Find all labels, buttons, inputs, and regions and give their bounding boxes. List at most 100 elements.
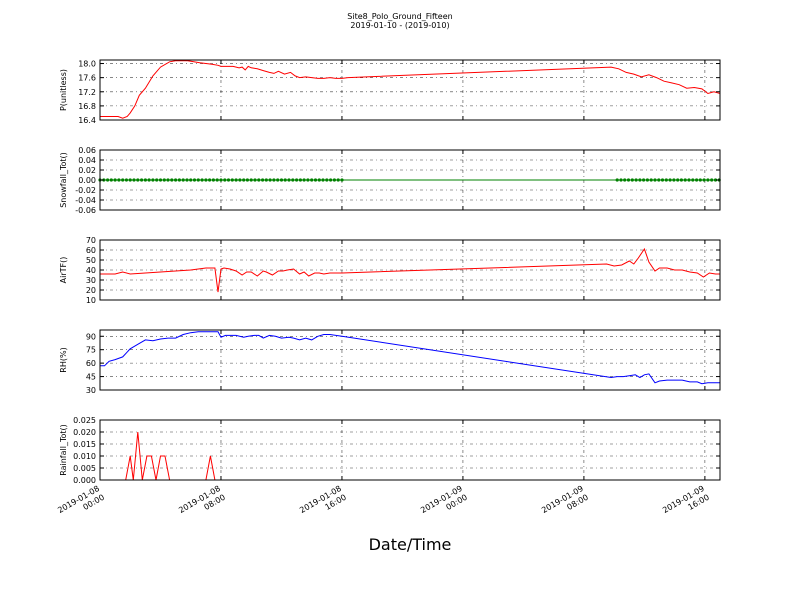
data-point-marker: [291, 178, 295, 182]
y-tick-label: 0.010: [73, 452, 96, 461]
data-point-marker: [672, 178, 676, 182]
data-point-marker: [181, 178, 185, 182]
data-point-marker: [192, 178, 197, 182]
y-tick-label: 0.00: [78, 176, 96, 185]
data-point-marker: [657, 178, 661, 182]
y-tick-label: 75: [86, 346, 96, 355]
data-point-marker: [211, 178, 215, 182]
data-point-marker: [710, 178, 714, 182]
data-point-marker: [653, 178, 657, 182]
series-markers: [98, 178, 721, 182]
data-point-marker: [109, 178, 113, 182]
data-point-marker: [630, 178, 634, 182]
y-tick-label: 0.000: [73, 476, 96, 485]
y-tick-label: 40: [86, 266, 96, 275]
data-point-marker: [668, 178, 672, 182]
data-point-marker: [158, 178, 163, 182]
y-axis-label: P(unitless): [59, 69, 68, 111]
y-tick-label: 30: [86, 386, 96, 395]
data-point-marker: [121, 178, 125, 182]
y-tick-label: 50: [86, 256, 96, 265]
data-point-marker: [253, 178, 257, 182]
data-point-marker: [219, 178, 223, 182]
data-point-marker: [234, 178, 238, 182]
data-point-marker: [113, 178, 117, 182]
data-point-marker: [660, 178, 665, 182]
data-point-marker: [132, 178, 136, 182]
data-point-marker: [196, 178, 200, 182]
data-point-marker: [261, 178, 265, 182]
data-point-marker: [189, 178, 193, 182]
y-tick-label: 17.2: [78, 88, 96, 97]
panel-frame: [99, 419, 721, 481]
data-point-marker: [272, 178, 276, 182]
data-point-marker: [642, 178, 646, 182]
y-tick-label: 0.02: [78, 166, 96, 175]
panel-frame: [99, 329, 721, 391]
y-tick-label: -0.06: [75, 206, 96, 215]
y-tick-label: 0.015: [73, 440, 96, 449]
data-point-marker: [638, 178, 642, 182]
data-point-marker: [215, 178, 219, 182]
data-point-marker: [283, 178, 287, 182]
y-axis-label: AirTF(): [59, 257, 68, 284]
x-tick-label: 2019-01-0816:00: [298, 484, 348, 524]
data-point-marker: [185, 178, 189, 182]
y-tick-label: 60: [86, 246, 96, 255]
data-point-marker: [140, 178, 144, 182]
data-point-marker: [204, 178, 208, 182]
y-tick-label: 0.04: [78, 156, 96, 165]
y-tick-label: 20: [86, 286, 96, 295]
data-point-marker: [340, 178, 344, 182]
data-point-marker: [162, 178, 166, 182]
data-point-marker: [695, 178, 699, 182]
data-point-marker: [151, 178, 155, 182]
data-point-marker: [155, 178, 159, 182]
data-point-marker: [321, 178, 325, 182]
panel-4: 90 75 60 45 30 RH(%): [59, 329, 721, 395]
y-tick-label: -0.02: [75, 186, 96, 195]
y-tick-label: 10: [86, 296, 96, 305]
series-line: [100, 431, 720, 481]
data-point-marker: [143, 178, 147, 182]
y-tick-label: 18.0: [78, 60, 96, 69]
data-point-marker: [687, 178, 691, 182]
data-point-marker: [623, 178, 627, 182]
data-point-marker: [306, 178, 310, 182]
data-point-marker: [223, 178, 227, 182]
data-point-marker: [702, 178, 706, 182]
x-tick-label: 2019-01-0808:00: [177, 484, 227, 524]
data-point-marker: [626, 178, 631, 182]
y-tick-label: 30: [86, 276, 96, 285]
data-point-marker: [264, 178, 268, 182]
panel-1: 18.0 17.6 17.2 16.8 16.4 P(unitless): [59, 59, 721, 125]
data-point-marker: [615, 178, 619, 182]
data-point-marker: [276, 178, 280, 182]
data-point-marker: [279, 178, 284, 182]
data-point-marker: [166, 178, 170, 182]
y-tick-label: 60: [86, 359, 96, 368]
data-point-marker: [226, 178, 231, 182]
data-point-marker: [136, 178, 140, 182]
y-tick-label: 70: [86, 236, 96, 245]
y-tick-label: -0.04: [75, 196, 96, 205]
data-point-marker: [664, 178, 668, 182]
data-point-marker: [268, 178, 272, 182]
panels-group: 18.017.617.216.816.4P(unitless)0.060.040…: [59, 59, 721, 485]
series-line: [100, 60, 721, 119]
y-tick-label: 16.4: [78, 116, 96, 125]
data-point-marker: [170, 178, 174, 182]
series-line: [100, 247, 720, 293]
data-point-marker: [230, 178, 234, 182]
series-line: [100, 331, 720, 385]
data-point-marker: [249, 178, 253, 182]
data-point-marker: [242, 178, 246, 182]
y-tick-label: 0.025: [73, 416, 96, 425]
data-point-marker: [713, 178, 718, 182]
data-point-marker: [329, 178, 333, 182]
y-axis-label: RH(%): [59, 347, 68, 372]
y-tick-label: 0.06: [78, 146, 96, 155]
data-point-marker: [336, 178, 340, 182]
